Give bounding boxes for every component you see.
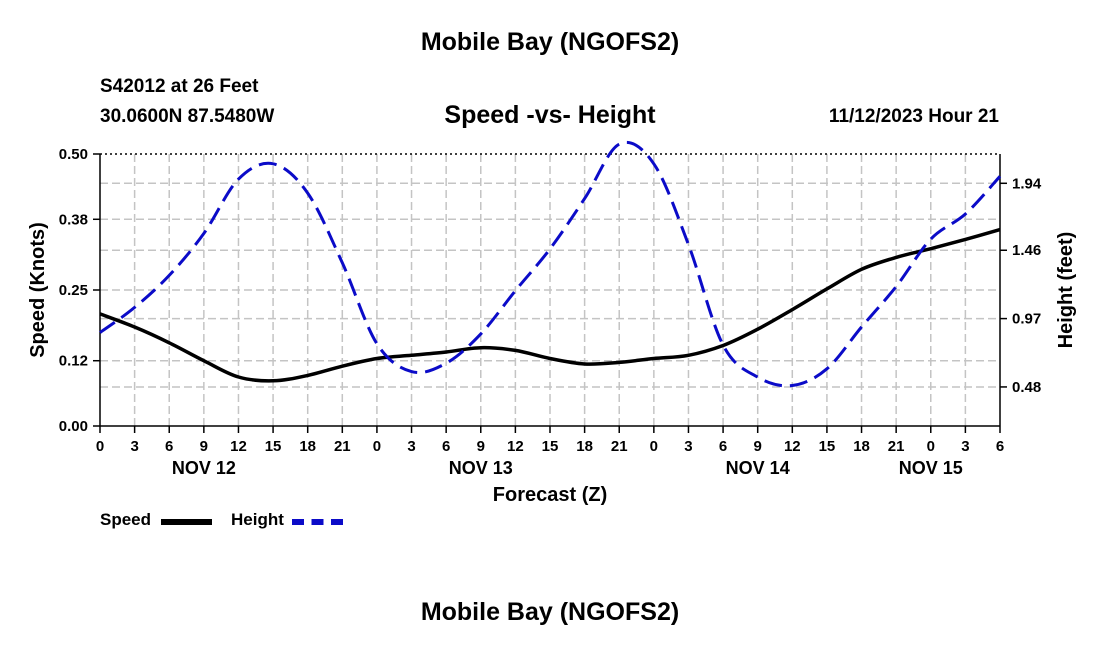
y-tick-label: 0.25 — [59, 282, 88, 299]
y2-tick-label: 0.97 — [1012, 311, 1041, 328]
x-tick-label: 0 — [96, 438, 104, 455]
height-series-line — [99, 140, 1002, 388]
x-tick-label: 9 — [200, 438, 208, 455]
x-tick-label: 21 — [334, 438, 351, 455]
y-tick-label: 0.00 — [59, 418, 88, 435]
x-tick-label: 12 — [230, 438, 247, 455]
x-tick-label: 12 — [507, 438, 524, 455]
x-tick-label: 21 — [611, 438, 628, 455]
coordinates-label: 30.0600N 87.5480W — [100, 106, 275, 127]
x-tick-label: 15 — [542, 438, 559, 455]
y2-axis-title: Height (feet) — [1055, 232, 1077, 349]
station-label: S42012 at 26 Feet — [100, 76, 259, 97]
forecast-timestamp: 11/12/2023 Hour 21 — [828, 106, 999, 127]
x-date-label: NOV 12 — [172, 458, 236, 478]
y-tick-label: 0.50 — [59, 146, 88, 163]
x-tick-label: 18 — [299, 438, 316, 455]
x-tick-label: 3 — [684, 438, 692, 455]
x-tick-label: 15 — [819, 438, 836, 455]
legend-speed-label: Speed — [100, 510, 152, 529]
chart-title: Mobile Bay (NGOFS2) — [420, 28, 680, 56]
x-tick-label: 18 — [576, 438, 593, 455]
y2-tick-label: 1.46 — [1012, 242, 1041, 259]
legend-speed-swatch — [161, 519, 212, 525]
footer-title: Mobile Bay (NGOFS2) — [420, 598, 680, 626]
x-tick-label: 6 — [719, 438, 727, 455]
x-tick-label: 6 — [996, 438, 1004, 455]
legend-height-label: Height — [231, 510, 284, 529]
legend-height-swatch — [292, 519, 343, 525]
y2-tick-label: 0.48 — [1012, 379, 1041, 396]
x-tick-label: 0 — [650, 438, 658, 455]
x-tick-label: 21 — [888, 438, 905, 455]
x-tick-label: 12 — [784, 438, 801, 455]
x-axis-title: Forecast (Z) — [493, 484, 607, 506]
x-tick-label: 9 — [754, 438, 762, 455]
y-tick-label: 0.38 — [59, 211, 88, 228]
speed-series-line — [99, 227, 1001, 383]
y-axis-title: Speed (Knots) — [27, 222, 49, 358]
x-tick-label: 15 — [265, 438, 282, 455]
y2-tick-label: 1.94 — [1012, 175, 1042, 192]
x-tick-label: 9 — [477, 438, 485, 455]
x-date-label: NOV 14 — [726, 458, 790, 478]
x-tick-label: 3 — [407, 438, 415, 455]
x-tick-label: 18 — [853, 438, 870, 455]
x-date-label: NOV 13 — [449, 458, 513, 478]
x-tick-label: 6 — [165, 438, 173, 455]
y-tick-label: 0.12 — [59, 353, 88, 370]
x-tick-label: 3 — [961, 438, 969, 455]
x-tick-label: 6 — [442, 438, 450, 455]
x-tick-label: 0 — [927, 438, 935, 455]
x-date-label: NOV 15 — [899, 458, 963, 478]
x-tick-label: 0 — [373, 438, 381, 455]
chart-subtitle: Speed -vs- Height — [444, 101, 656, 129]
x-tick-label: 3 — [130, 438, 138, 455]
